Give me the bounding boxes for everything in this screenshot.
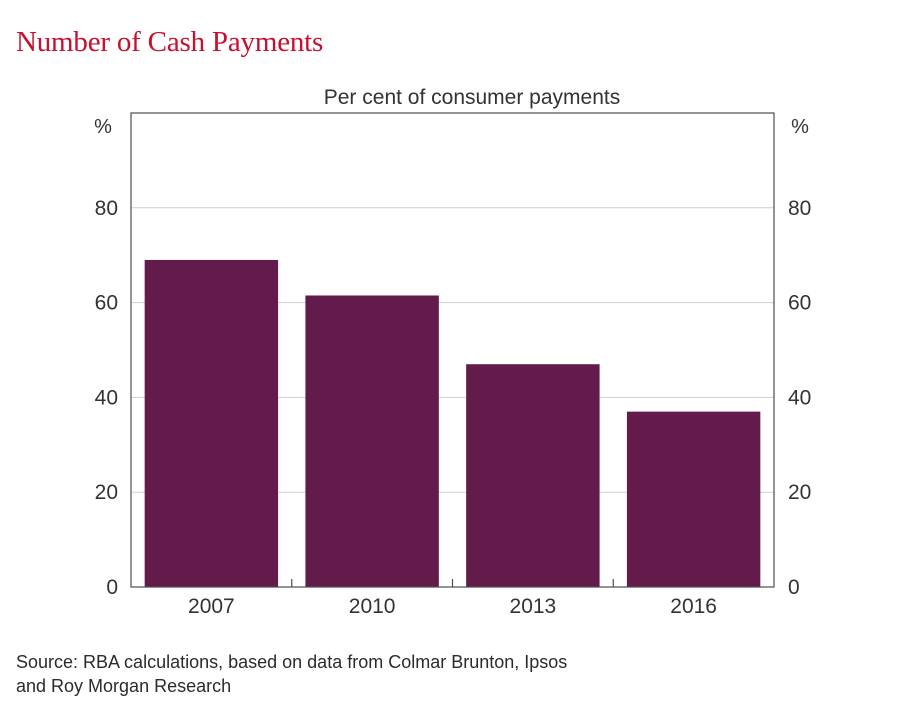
source-line-2: and Roy Morgan Research [16,676,232,696]
bar-2010 [305,295,439,587]
chart-title: Number of Cash Payments [16,26,324,58]
x-tick-labels: 2007 2010 2013 2016 [188,595,717,618]
x-tick-label: 2010 [349,595,396,618]
y-ticks-right: 0 20 40 60 80 [788,197,811,599]
chart-subtitle: Per cent of consumer payments [324,86,620,109]
bars [144,259,761,587]
y-tick-label-left: 20 [95,481,118,504]
x-tick-label: 2016 [670,595,717,618]
source-line-1: Source: RBA calculations, based on data … [16,652,568,672]
y-tick-label-right: 20 [788,481,811,504]
y-ticks-left: 0 20 40 60 80 [95,197,118,599]
y-tick-label-right: 40 [788,386,811,409]
x-ticks [291,579,614,587]
y-tick-label-left: 80 [95,197,118,220]
y-unit-left: % [94,116,112,138]
y-tick-label-left: 0 [106,576,118,599]
source-note: Source: RBA calculations, based on data … [16,650,876,698]
x-tick-label: 2013 [510,595,557,618]
y-tick-label-left: 60 [95,292,118,315]
bar-2016 [626,411,761,587]
y-tick-label-left: 40 [95,386,118,409]
bar-2007 [144,259,279,587]
y-tick-label-right: 80 [788,197,811,220]
bar-chart: Per cent of consumer payments % % 0 20 40 6… [94,86,811,618]
x-tick-label: 2007 [188,595,235,618]
bar-2013 [466,364,600,587]
y-tick-label-right: 60 [788,292,811,315]
y-unit-right: % [791,116,809,138]
y-tick-label-right: 0 [788,576,800,599]
